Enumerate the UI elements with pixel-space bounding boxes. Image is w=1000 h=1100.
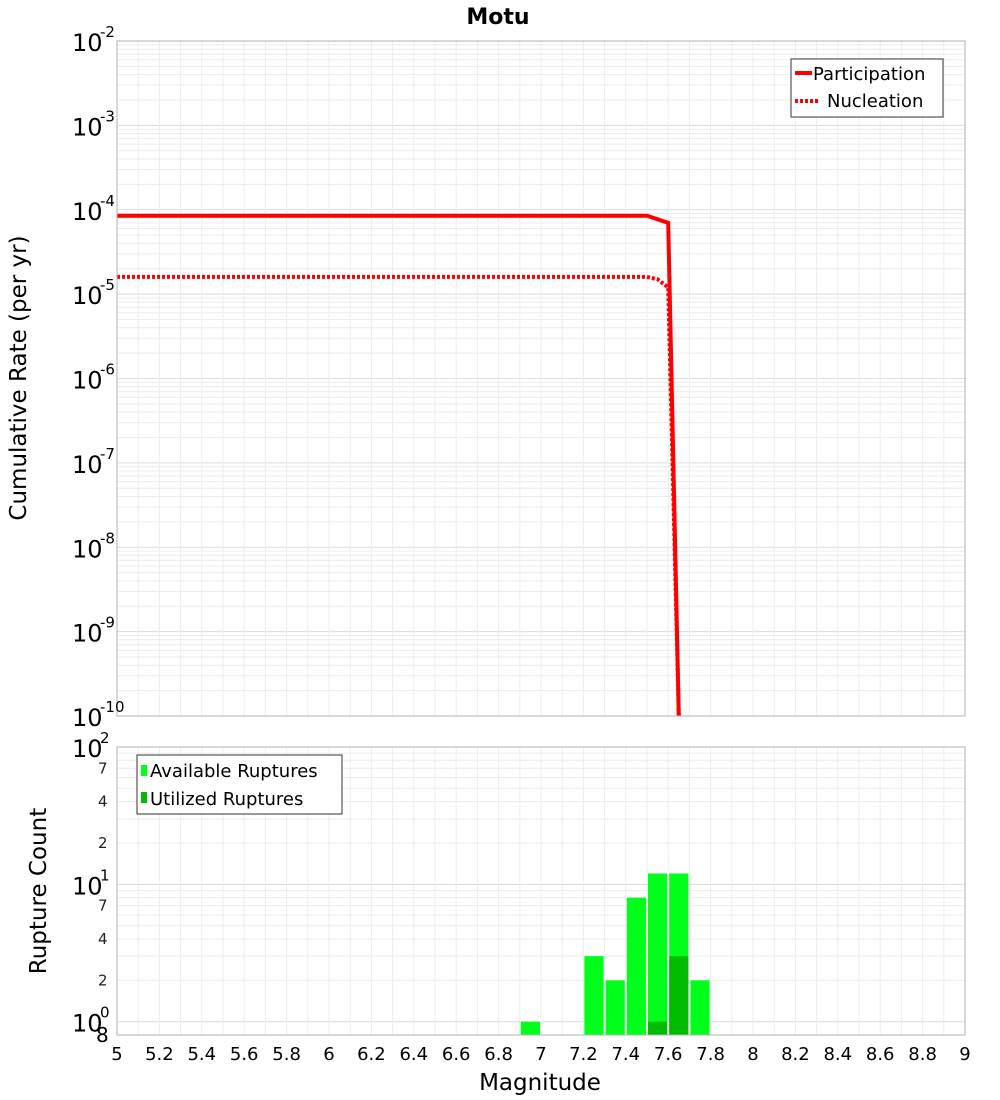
- y-tick-exponent: -4: [100, 192, 115, 210]
- y-tick-exponent: -3: [100, 107, 115, 125]
- y-tick-label: 10: [72, 704, 103, 732]
- y-tick-exponent: -5: [100, 276, 115, 294]
- bar-available: [626, 897, 646, 1035]
- x-tick-label: 6: [323, 1044, 334, 1065]
- y-tick-label: 10: [72, 1010, 103, 1038]
- series-line-nucleation: [117, 274, 681, 717]
- y-minor-tick-label: 4: [98, 793, 108, 811]
- bar-utilized: [669, 956, 689, 1035]
- rupture-plot-frame: [116, 746, 966, 1036]
- legend-label-participation: Participation: [813, 64, 925, 85]
- rupture-legend-box: [136, 754, 343, 815]
- x-tick-label: 7.4: [611, 1044, 640, 1065]
- x-tick-label: 8.8: [908, 1044, 937, 1065]
- magnitude-x-ticks: 5 5.2 5.4 5.6 5.8 6 6.2 6.4 6.6 6.8 7 7.2 7.4 7.6 7.8 8…: [111, 1044, 970, 1065]
- x-tick-label: 5.8: [272, 1044, 301, 1065]
- y-tick-label: 10: [72, 451, 103, 479]
- x-tick-label: 6.6: [442, 1044, 471, 1065]
- y-tick-label: 10: [72, 29, 103, 57]
- rate-y-ticks: 10-210-310-410-510-610-710-810-910-10: [72, 23, 125, 732]
- rupture-bars: [520, 873, 710, 1035]
- y-tick-exponent: -10: [100, 698, 125, 716]
- rupture-plot-grid: [116, 746, 966, 1035]
- rupture-legend: Available Ruptures Utilized Ruptures: [136, 754, 343, 815]
- y-minor-tick-label: 8: [96, 1023, 109, 1047]
- x-tick-label: 5.6: [230, 1044, 259, 1065]
- legend-label-available: Available Ruptures: [150, 761, 318, 782]
- rate-plot-grid: [116, 41, 966, 717]
- rate-y-axis-label: Cumulative Rate (per yr): [6, 235, 32, 520]
- rate-legend: Participation Nucleation: [790, 58, 944, 118]
- rate-plot-frame: [116, 40, 966, 717]
- y-minor-tick-label: 2: [98, 971, 108, 989]
- bar-available: [605, 980, 625, 1035]
- bar-utilized: [648, 1021, 668, 1035]
- rate-plot-panel: 10-210-310-410-510-610-710-810-910-10 Cu…: [6, 23, 966, 732]
- y-tick-label: 10: [72, 113, 103, 141]
- y-tick-label: 10: [72, 735, 103, 763]
- x-tick-label: 8: [747, 1044, 758, 1065]
- x-tick-label: 9: [959, 1044, 970, 1065]
- y-tick-label: 10: [72, 198, 103, 226]
- legend-swatch-available: [141, 765, 147, 776]
- x-tick-label: 6.8: [484, 1044, 513, 1065]
- y-minor-tick-label: 7: [98, 759, 108, 777]
- x-tick-label: 7.2: [569, 1044, 598, 1065]
- y-tick-exponent: 1: [100, 866, 110, 884]
- x-tick-label: 8.4: [823, 1044, 852, 1065]
- bar-available: [584, 956, 604, 1035]
- bar-available: [648, 873, 668, 1035]
- y-tick-label: 10: [72, 620, 103, 648]
- rate-plot-series: [117, 213, 681, 717]
- y-minor-tick-label: 4: [98, 930, 108, 948]
- y-minor-tick-label: 7: [98, 897, 108, 915]
- x-tick-label: 8.6: [866, 1044, 895, 1065]
- y-tick-exponent: 2: [100, 729, 110, 747]
- legend-label-nucleation: Nucleation: [827, 91, 923, 112]
- x-tick-label: 7.6: [654, 1044, 683, 1065]
- x-tick-label: 6.4: [399, 1044, 428, 1065]
- y-tick-exponent: -6: [100, 361, 115, 379]
- rupture-y-axis-label: Rupture Count: [26, 808, 52, 974]
- y-tick-exponent: -8: [100, 529, 115, 547]
- y-tick-label: 10: [72, 367, 103, 395]
- y-tick-exponent: 0: [100, 1004, 110, 1022]
- rate-legend-box: [790, 58, 944, 118]
- y-minor-tick-label: 2: [98, 834, 108, 852]
- x-axis-label: Magnitude: [479, 1070, 601, 1096]
- y-tick-label: 10: [72, 282, 103, 310]
- y-tick-exponent: -9: [100, 614, 115, 632]
- y-tick-exponent: -2: [100, 23, 115, 41]
- x-tick-label: 5: [111, 1044, 122, 1065]
- x-tick-label: 5.2: [145, 1044, 174, 1065]
- y-tick-label: 10: [72, 535, 103, 563]
- x-tick-label: 7: [535, 1044, 546, 1065]
- legend-label-utilized: Utilized Ruptures: [150, 789, 303, 810]
- x-tick-label: 5.4: [187, 1044, 216, 1065]
- chart-title: Motu: [466, 5, 529, 30]
- x-tick-label: 6.2: [357, 1044, 386, 1065]
- legend-swatch-utilized: [141, 792, 147, 803]
- bar-available: [690, 980, 710, 1035]
- bar-available: [520, 1021, 540, 1035]
- y-tick-label: 10: [72, 872, 103, 900]
- x-tick-label: 8.2: [781, 1044, 810, 1065]
- x-tick-label: 7.8: [696, 1044, 725, 1065]
- y-tick-exponent: -7: [100, 445, 115, 463]
